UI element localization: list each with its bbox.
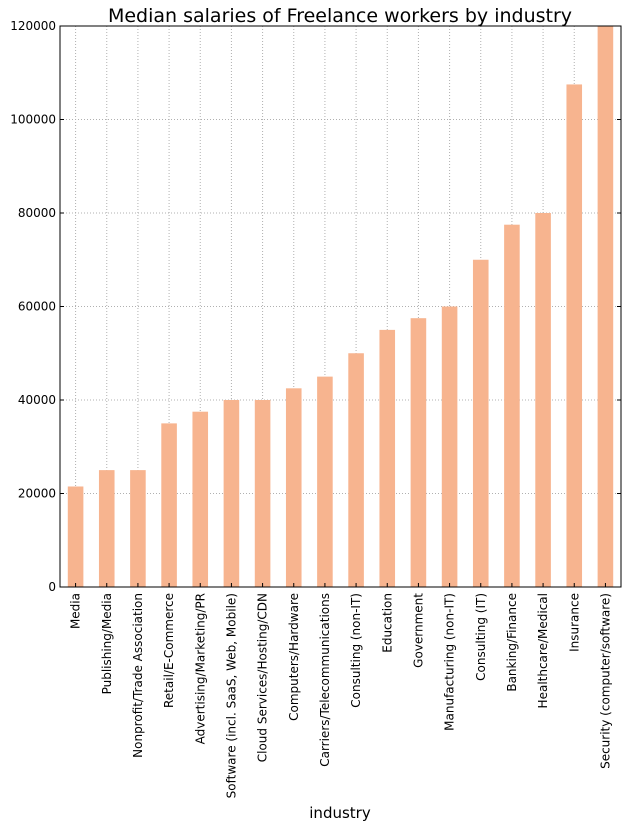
x-tick-label: Healthcare/Medical [536, 593, 550, 708]
bar [566, 84, 583, 587]
x-tick-label: Security (computer/software) [598, 593, 612, 769]
bar [67, 486, 84, 587]
bar [472, 259, 489, 587]
x-tick-label: Software (incl. SaaS, Web, Mobile) [224, 593, 238, 798]
bar [597, 26, 614, 587]
bar [98, 470, 115, 587]
bar [535, 213, 551, 587]
bar [504, 224, 520, 587]
y-tick-label: 20000 [18, 487, 56, 501]
x-tick-label: Manufacturing (non-IT) [443, 593, 457, 731]
x-tick-label: Media [69, 593, 83, 629]
y-axis-ticks: 0 20000 40000 60000 80000 100000 120000 [10, 19, 621, 594]
bar [348, 353, 364, 587]
x-tick-label: Advertising/Marketing/PR [193, 593, 207, 744]
bar [379, 329, 396, 587]
x-axis-ticks: Media Publishing/Media Nonprofit/Trade Ass… [69, 583, 612, 798]
y-tick-label: 120000 [10, 19, 56, 33]
bar [254, 400, 271, 587]
x-tick-label: Banking/Finance [505, 593, 519, 692]
x-axis-label: industry [309, 804, 371, 822]
x-tick-label: Publishing/Media [100, 593, 114, 694]
bar [285, 388, 302, 587]
bars [67, 26, 614, 587]
x-tick-label: Computers/Hardware [287, 593, 301, 721]
x-tick-label: Nonprofit/Trade Association [131, 593, 145, 758]
x-tick-label: Education [380, 593, 394, 653]
x-tick-label: Government [411, 593, 425, 668]
x-tick-label: Cloud Services/Hosting/CDN [256, 593, 270, 762]
y-tick-label: 0 [48, 580, 56, 594]
bar [410, 318, 427, 587]
y-tick-label: 80000 [18, 206, 56, 220]
bar [130, 470, 146, 587]
y-tick-label: 60000 [18, 300, 56, 314]
y-tick-label: 100000 [10, 113, 56, 127]
x-tick-label: Consulting (non-IT) [349, 593, 363, 708]
y-tick-label: 40000 [18, 393, 56, 407]
chart-title: Median salaries of Freelance workers by … [108, 5, 572, 27]
x-tick-label: Retail/E-Commerce [162, 593, 176, 708]
x-tick-label: Carriers/Telecommunications [318, 593, 332, 767]
x-tick-label: Consulting (IT) [474, 593, 488, 681]
x-tick-label: Insurance [567, 593, 581, 652]
bar [317, 376, 333, 587]
bar [192, 411, 209, 587]
bar [161, 423, 177, 587]
bar [441, 306, 458, 587]
bar [223, 400, 240, 587]
